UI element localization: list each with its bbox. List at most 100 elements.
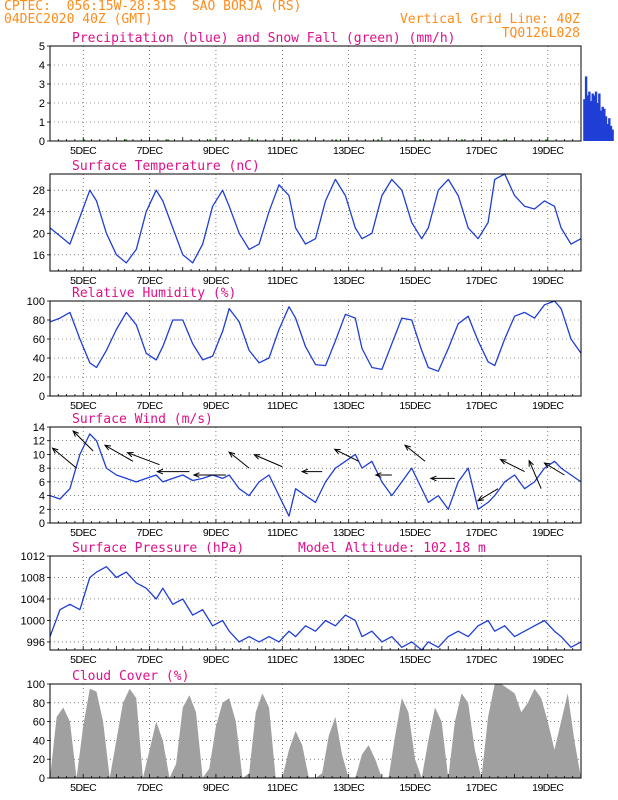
x-tick-label: 9DEC (203, 400, 230, 412)
x-tick-label: 11DEC (267, 654, 298, 666)
y-tick-label: 16 (33, 250, 45, 262)
y-tick-label: 6 (39, 477, 45, 489)
x-tick-label: 7DEC (137, 654, 164, 666)
x-tick-label: 17DEC (466, 145, 498, 157)
wind-arrow-head (429, 475, 437, 482)
x-tick-label: 13DEC (333, 527, 365, 539)
x-tick-label: 9DEC (203, 654, 230, 666)
y-tick-label: 80 (33, 315, 45, 327)
x-tick-label: 17DEC (466, 527, 498, 539)
wind-arrow-head (543, 462, 551, 469)
wind-arrow-head (228, 451, 236, 458)
wind-arrow (404, 444, 426, 462)
x-tick-label: 19DEC (532, 782, 564, 794)
x-tick-label: 13DEC (333, 275, 365, 287)
wind-arrow-head (253, 454, 261, 460)
x-tick-label: 17DEC (466, 400, 498, 412)
x-tick-label: 7DEC (137, 527, 164, 539)
y-tick-label: 0 (39, 518, 45, 530)
y-tick-label: 12 (33, 436, 45, 448)
x-tick-label: 15DEC (399, 275, 431, 287)
y-tick-label: 60 (33, 717, 45, 729)
wind-arrow-head (126, 451, 134, 458)
wind-arrow-head (528, 459, 534, 467)
x-tick-label: 19DEC (532, 400, 564, 412)
wind-arrow (544, 462, 565, 476)
y-tick-label: 20 (33, 754, 45, 766)
y-tick-label: 0 (39, 391, 45, 403)
y-tick-label: 10 (33, 449, 45, 461)
precip-bar (589, 101, 593, 141)
precip-bar (611, 129, 614, 141)
precip-bar (608, 118, 611, 141)
precip-bar (588, 91, 591, 141)
y-tick-label: 0 (39, 773, 45, 785)
x-tick-label: 11DEC (267, 145, 298, 157)
x-tick-label: 15DEC (399, 527, 431, 539)
precip-bar (583, 99, 586, 141)
y-tick-label: 14 (33, 422, 45, 434)
y-tick-label: 2 (39, 504, 45, 516)
precip-bar (591, 93, 594, 141)
x-tick-label: 17DEC (466, 654, 498, 666)
x-tick-label: 11DEC (267, 275, 298, 287)
y-tick-label: 1012 (21, 551, 45, 563)
x-tick-label: 7DEC (137, 782, 164, 794)
precip-bar (584, 76, 588, 141)
x-tick-label: 11DEC (267, 527, 298, 539)
precip-bar (586, 95, 589, 141)
x-tick-label: 19DEC (532, 527, 564, 539)
y-tick-label: 996 (27, 637, 45, 649)
wind-arrow-head (51, 447, 59, 454)
panel-annotation: Model Altitude: 102.18 m (298, 541, 486, 556)
x-tick-label: 17DEC (466, 275, 498, 287)
y-tick-label: 28 (33, 185, 45, 197)
panel-2: Relative Humidity (%) 0 20 40 60 80 100 5DEC 7DE… (27, 286, 582, 412)
x-tick-label: 15DEC (399, 782, 431, 794)
x-tick-label: 19DEC (532, 145, 564, 157)
y-tick-label: 4 (39, 491, 45, 503)
panel-0: Precipitation (blue) and Snow Fall (gree… (39, 31, 614, 157)
y-tick-label: 100 (27, 679, 45, 691)
precip-bar (593, 95, 596, 141)
panel-title: Surface Wind (m/s) (72, 412, 213, 427)
x-tick-label: 9DEC (203, 782, 230, 794)
y-tick-label: 8 (39, 463, 45, 475)
precip-bar (599, 110, 603, 141)
panel-title: Surface Temperature (nC) (72, 159, 260, 174)
series-line (49, 173, 582, 264)
panel-frame (49, 45, 582, 142)
y-tick-label: 60 (33, 334, 45, 346)
x-tick-label: 9DEC (203, 527, 230, 539)
panel-title: Surface Pressure (hPa) (72, 541, 244, 556)
x-tick-label: 13DEC (333, 400, 365, 412)
panel-5: Cloud Cover (%) 0 20 40 60 80 100 5DEC 7DEC 9DEC 1… (27, 669, 582, 794)
x-tick-label: 5DEC (70, 782, 97, 794)
y-tick-label: 1 (39, 117, 45, 129)
wind-arrow (228, 451, 250, 469)
precip-bar (609, 125, 613, 141)
wind-arrow-head (156, 468, 164, 475)
precip-bar (598, 93, 601, 141)
wind-arrow-head (374, 472, 382, 478)
x-tick-label: 11DEC (267, 782, 298, 794)
series-line (49, 566, 582, 651)
y-tick-label: 2 (39, 98, 45, 110)
x-tick-label: 19DEC (532, 654, 564, 666)
panel-frame (49, 555, 582, 651)
series-line (49, 300, 582, 372)
x-tick-label: 15DEC (399, 400, 431, 412)
wind-arrow (127, 452, 160, 466)
x-tick-label: 5DEC (70, 145, 97, 157)
x-tick-label: 5DEC (70, 527, 97, 539)
x-tick-label: 7DEC (137, 145, 164, 157)
series-line (49, 433, 582, 517)
panel-frame (49, 173, 582, 272)
x-tick-label: 9DEC (203, 145, 230, 157)
y-tick-label: 20 (33, 372, 45, 384)
precip-bar (601, 106, 604, 141)
wind-arrow (104, 444, 134, 462)
wind-arrow (52, 447, 77, 469)
x-tick-label: 15DEC (399, 654, 431, 666)
wind-arrow (334, 448, 359, 462)
